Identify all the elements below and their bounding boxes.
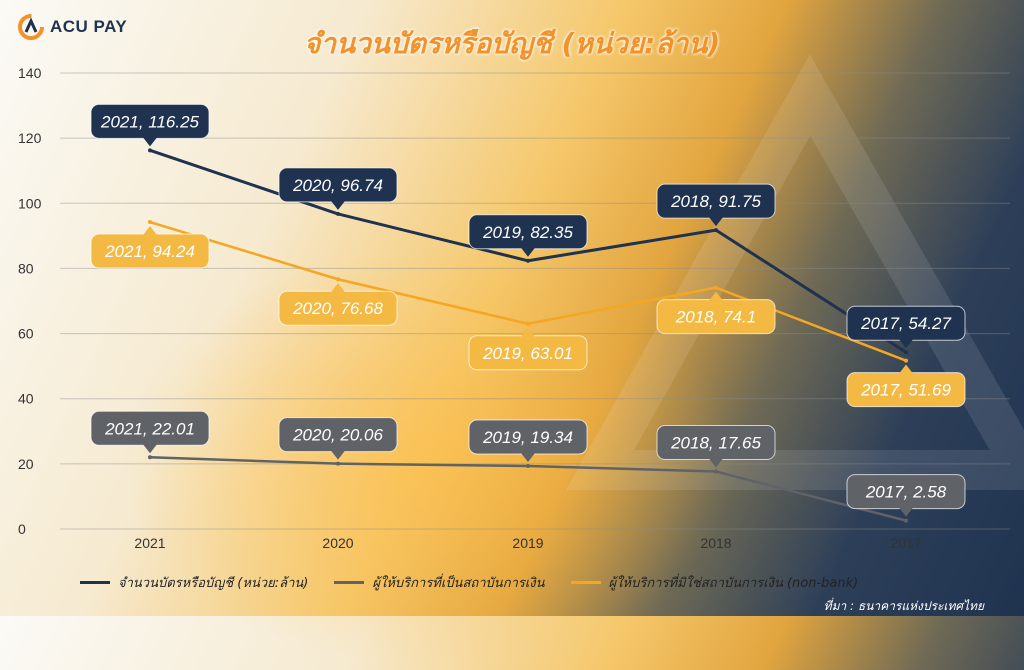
data-label-callout: 2020, 20.06 — [278, 417, 398, 460]
y-tick-label: 100 — [18, 195, 42, 211]
data-label-text: 2021, 22.01 — [104, 419, 195, 438]
chart-legend: จำนวนบัตรหรือบัญชี (หน่วย:ล้าน) ผู้ให้บร… — [80, 572, 858, 593]
data-point — [904, 358, 908, 363]
data-label-callout: 2020, 96.74 — [278, 167, 398, 210]
data-label-text: 2017, 2.58 — [865, 483, 947, 502]
legend-item-accounts: จำนวนบัตรหรือบัญชี (หน่วย:ล้าน) — [80, 572, 308, 593]
data-point — [714, 285, 718, 290]
data-label-callout: 2021, 116.25 — [90, 103, 210, 147]
data-label-callout: 2019, 63.01 — [468, 327, 588, 371]
background-triangle-shape — [565, 54, 1024, 490]
y-tick-label: 0 — [18, 521, 26, 537]
data-label-text: 2020, 96.74 — [292, 176, 383, 195]
data-label-callout: 2017, 54.27 — [846, 305, 966, 349]
data-label-text: 2020, 20.06 — [292, 426, 383, 445]
data-point — [336, 211, 340, 216]
y-tick-label: 20 — [18, 456, 34, 472]
data-point — [336, 461, 340, 466]
data-label-text: 2017, 51.69 — [860, 381, 951, 400]
data-label-callout: 2018, 17.65 — [656, 425, 776, 468]
data-point — [904, 350, 908, 355]
callout-pointer — [709, 291, 723, 301]
data-label-callout: 2020, 76.68 — [278, 283, 398, 326]
callout-pointer — [331, 200, 345, 210]
data-label-callout: 2017, 2.58 — [846, 474, 966, 517]
data-label-callout: 2017, 51.69 — [846, 364, 966, 408]
y-tick-label: 140 — [18, 65, 42, 81]
legend-swatch — [334, 581, 365, 584]
legend-swatch — [570, 581, 601, 584]
data-label-text: 2018, 91.75 — [670, 192, 761, 211]
data-label-text: 2021, 116.25 — [100, 112, 200, 131]
legend-label: ผู้ให้บริการที่มิใช่สถาบันการเงิน (non-b… — [608, 576, 859, 591]
legend-item-nonbank: ผู้ให้บริการที่มิใช่สถาบันการเงิน (non-b… — [570, 572, 859, 593]
data-label-text: 2021, 94.24 — [104, 242, 195, 261]
data-point — [336, 277, 340, 282]
data-point — [714, 228, 718, 233]
data-label-text: 2017, 54.27 — [860, 314, 951, 333]
brand-logo: ACU PAY — [18, 14, 127, 40]
callout-pointer — [899, 507, 913, 517]
x-tick-label: 2017 — [890, 535, 921, 551]
data-label-text: 2019, 63.01 — [482, 344, 573, 363]
callout-pointer — [709, 458, 723, 468]
callout-pointer — [331, 283, 345, 293]
data-point — [148, 455, 152, 460]
data-point — [904, 518, 908, 523]
legend-swatch — [80, 581, 110, 584]
source-note: ที่มา : ธนาคารแห่งประเทศไทย — [823, 599, 984, 613]
data-point — [526, 464, 530, 469]
data-label-callout: 2018, 91.75 — [656, 183, 776, 227]
chart-title: จำนวนบัตรหรือบัญชี (หน่วย:ล้าน) — [303, 27, 721, 60]
data-point — [148, 148, 152, 153]
callout-pointer — [331, 450, 345, 460]
data-label-callout: 2019, 19.34 — [468, 419, 588, 463]
brand-name: ACU PAY — [50, 17, 128, 36]
x-tick-label: 2021 — [134, 535, 165, 551]
callout-pointer — [521, 327, 535, 337]
data-label-text: 2019, 19.34 — [482, 428, 573, 447]
y-tick-label: 80 — [18, 260, 34, 276]
data-point — [714, 469, 718, 474]
data-label-text: 2020, 76.68 — [292, 299, 383, 318]
y-tick-label: 60 — [18, 326, 34, 342]
data-label-callout: 2019, 82.35 — [468, 214, 588, 257]
data-point — [148, 220, 152, 225]
data-point — [526, 258, 530, 263]
callout-pointer — [709, 217, 723, 227]
data-label-callout: 2021, 94.24 — [90, 226, 210, 269]
data-point — [526, 321, 530, 326]
data-label-callout: 2021, 22.01 — [90, 410, 210, 454]
callout-pointer — [143, 137, 157, 147]
x-tick-label: 2018 — [700, 535, 731, 551]
x-tick-label: 2020 — [322, 535, 353, 551]
acu-pay-logo-icon — [18, 14, 44, 40]
data-label-text: 2018, 17.65 — [670, 434, 761, 453]
data-label-text: 2018, 74.1 — [675, 308, 756, 327]
callout-pointer — [143, 226, 157, 236]
y-tick-label: 40 — [18, 391, 34, 407]
y-tick-label: 120 — [18, 130, 42, 146]
callout-pointer — [143, 444, 157, 454]
x-tick-label: 2019 — [512, 535, 543, 551]
legend-label: ผู้ให้บริการที่เป็นสถาบันการเงิน — [372, 576, 545, 591]
callout-pointer — [521, 247, 535, 257]
legend-label: จำนวนบัตรหรือบัญชี (หน่วย:ล้าน) — [118, 576, 309, 591]
callout-pointer — [521, 453, 535, 463]
callout-pointer — [899, 364, 913, 374]
legend-item-bank: ผู้ให้บริการที่เป็นสถาบันการเงิน — [334, 572, 545, 593]
callout-pointer — [899, 339, 913, 349]
data-label-callout: 2018, 74.1 — [656, 291, 776, 335]
data-label-text: 2019, 82.35 — [482, 223, 573, 242]
